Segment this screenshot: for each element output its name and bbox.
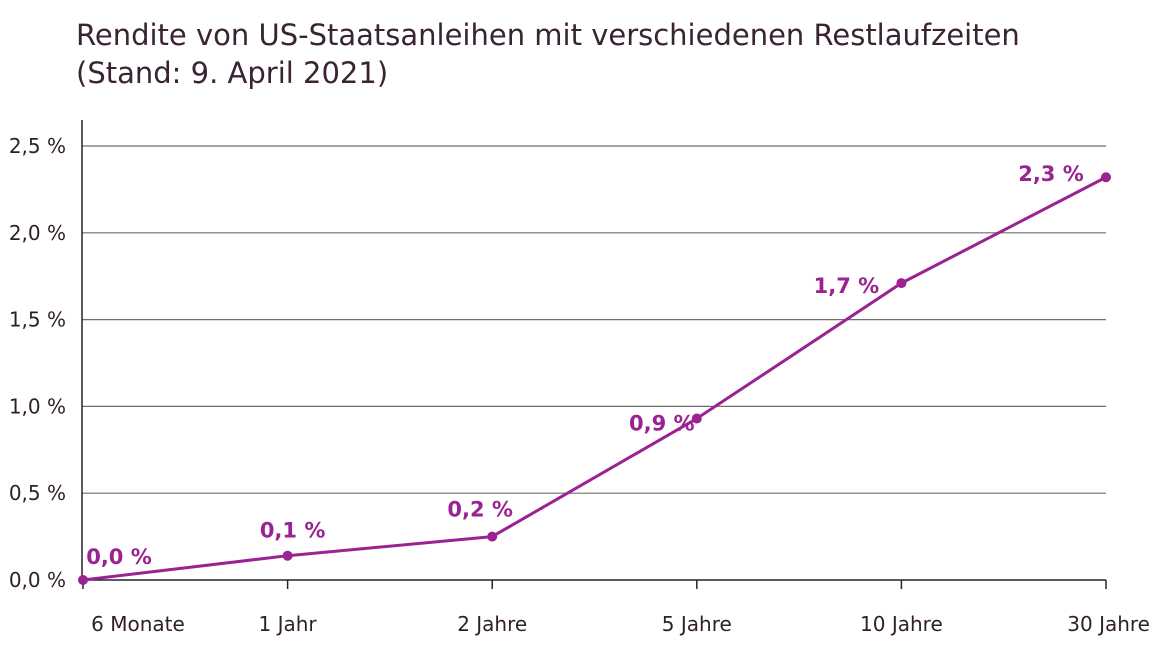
y-tick-label: 0,5 % xyxy=(9,481,66,505)
chart-title-block: Rendite von US-Staatsanleihen mit versch… xyxy=(76,16,1020,92)
x-tick-label: 30 Jahre xyxy=(1067,612,1150,636)
data-label: 2,3 % xyxy=(1018,162,1084,186)
series-line xyxy=(78,172,1111,585)
y-tick-label: 0,0 % xyxy=(9,568,66,592)
x-tick-label: 2 Jahre xyxy=(457,612,527,636)
series-line-path xyxy=(82,175,1107,582)
data-point xyxy=(282,550,293,561)
y-tick-label: 2,0 % xyxy=(9,221,66,245)
chart-subtitle: (Stand: 9. April 2021) xyxy=(76,56,389,90)
data-label: 0,0 % xyxy=(86,545,152,569)
data-labels: 0,0 % 0,1 % 0,2 % 0,9 % 1,7 % 2,3 % xyxy=(86,162,1084,569)
x-tick-label: 6 Monate xyxy=(91,612,185,636)
data-label: 0,1 % xyxy=(260,519,326,543)
data-point xyxy=(896,278,907,289)
axes xyxy=(81,120,1107,589)
data-label: 0,9 % xyxy=(629,412,695,436)
data-point xyxy=(1101,172,1111,183)
data-point xyxy=(487,531,498,542)
y-tick-label: 1,0 % xyxy=(9,394,66,418)
data-label: 0,2 % xyxy=(447,498,513,522)
grid-lines xyxy=(82,145,1106,494)
data-label: 1,7 % xyxy=(814,274,880,298)
y-tick-label: 1,5 % xyxy=(9,308,66,332)
x-tick-label: 1 Jahr xyxy=(259,612,318,636)
x-tick-label: 10 Jahre xyxy=(860,612,943,636)
x-tick-label: 5 Jahre xyxy=(662,612,732,636)
x-tick-labels: 6 Monate 1 Jahr 2 Jahre 5 Jahre 10 Jahre 30 J… xyxy=(91,612,1150,636)
y-tick-labels: 0,0 % 0,5 % 1,0 % 1,5 % 2,0 % 2,5 % xyxy=(9,134,66,592)
data-point xyxy=(691,413,702,424)
y-tick-label: 2,5 % xyxy=(9,134,66,158)
chart-title: Rendite von US-Staatsanleihen mit versch… xyxy=(76,18,1020,52)
data-point xyxy=(78,575,88,585)
